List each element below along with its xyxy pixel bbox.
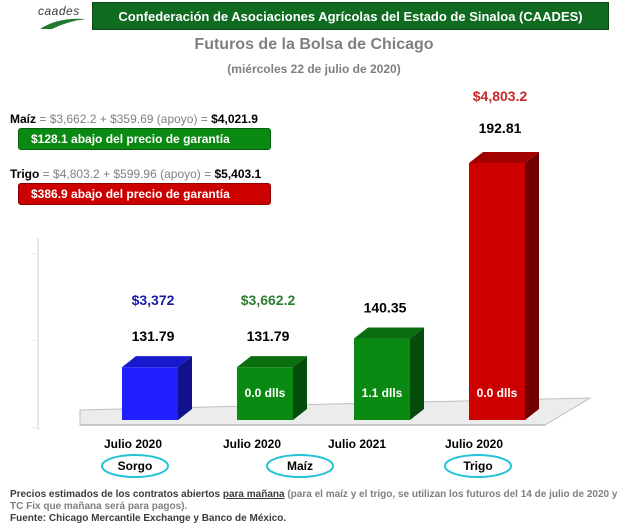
header-title: Confederación de Asociaciones Agrícolas … [118,8,583,24]
y-tick-label: — [32,337,36,342]
bar-1-side [178,356,192,420]
header-bar: Confederación de Asociaciones Agrícolas … [92,2,609,30]
group-label: Trigo [463,459,492,473]
group-ellipse-trigo [444,454,512,478]
maiz-badge-text: $128.1 abajo del precio de garantía [31,132,230,146]
group-label: Maíz [287,459,313,473]
trigo-formula-expr: = $4,803.2 + $599.96 (apoyo) = [39,167,215,181]
bar-chart: — — — 131.79 $3,372 Julio 2020 131.79 $3,662.2 0… [32,88,592,478]
bar-inner-label: 0.0 dlls [477,386,518,400]
footer-line1-underlined: para mañana [222,489,285,500]
trigo-badge: $386.9 abajo del precio de garantía [18,183,271,205]
price-label: $3,372 [132,292,175,308]
value-label: 131.79 [132,328,175,344]
bar-inner-label: 0.0 dlls [245,386,286,400]
value-label: 140.35 [364,300,407,316]
maiz-formula-total: $4,021.9 [211,112,258,126]
bar-inner-label: 1.1 dlls [362,386,403,400]
x-tick-label: Julio 2021 [328,437,386,451]
value-label: 131.79 [247,328,290,344]
bar-1-top [122,356,192,368]
maiz-badge: $128.1 abajo del precio de garantía [18,128,271,150]
bar-2-side [293,356,307,420]
chart-subtitle: (miércoles 22 de julio de 2020) [227,62,401,76]
bar-3-side [410,327,424,420]
footer-line1-b: (para el maíz y el trigo, se utilizan lo… [10,489,618,512]
bar-2-top [237,356,307,368]
maiz-formula-expr: = $3,662.2 + $359.69 (apoyo) = [36,112,212,126]
corn-leaf-icon [40,18,86,29]
trigo-formula-total: $5,403.1 [214,167,262,181]
y-tick-label: — [32,424,36,429]
x-tick-label: Julio 2020 [223,437,281,451]
bar-4 [469,163,525,420]
bar-1 [122,367,178,420]
trigo-formula: Trigo = $4,803.2 + $599.96 (apoyo) = $5,… [10,167,261,181]
value-label: 192.81 [479,120,522,136]
bar-3 [354,338,410,420]
maiz-formula-name: Maíz [10,112,37,126]
x-tick-label: Julio 2020 [104,437,162,451]
trigo-formula-name: Trigo [10,167,40,181]
trigo-badge-text: $386.9 abajo del precio de garantía [31,187,230,201]
logo-text: caades [38,4,80,18]
group-ellipse-maíz [266,454,334,478]
chart-title: Futuros de la Bolsa de Chicago [194,36,434,53]
price-label: $4,803.2 [473,88,528,104]
x-tick-label: Julio 2020 [445,437,503,451]
y-tick-label: — [32,250,36,255]
group-label: Sorgo [118,459,153,473]
group-ellipse-sorgo [101,454,169,478]
bar-3-top [354,327,424,339]
bar-4-top [469,152,539,163]
footer-note: Precios estimados de los contratos abier… [10,489,622,525]
price-label: $3,662.2 [241,292,296,308]
maiz-formula: Maíz = $3,662.2 + $359.69 (apoyo) = $4,0… [10,112,258,126]
bar-2 [237,367,293,420]
bar-4-side [525,152,539,420]
footer-source: Fuente: Chicago Mercantile Exchange y Ba… [10,513,287,524]
caades-logo: caades [38,4,80,18]
footer-line1-a: Precios estimados de los contratos abier… [10,489,223,500]
